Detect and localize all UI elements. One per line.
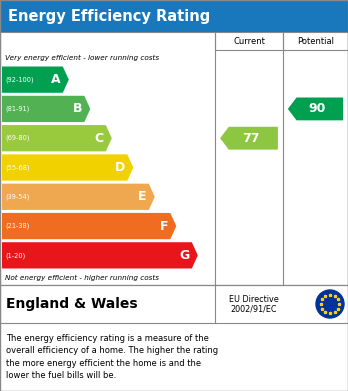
Text: B: B (73, 102, 82, 115)
Text: England & Wales: England & Wales (6, 297, 137, 311)
Text: (39-54): (39-54) (5, 194, 29, 200)
Text: G: G (180, 249, 190, 262)
Polygon shape (2, 242, 198, 269)
Polygon shape (2, 125, 112, 151)
Polygon shape (2, 66, 69, 93)
Text: EU Directive: EU Directive (229, 296, 279, 305)
Text: A: A (51, 73, 61, 86)
Bar (0, 0, 348, 32)
Text: (92-100): (92-100) (5, 76, 34, 83)
Polygon shape (2, 213, 176, 239)
Polygon shape (2, 184, 155, 210)
Text: Very energy efficient - lower running costs: Very energy efficient - lower running co… (5, 54, 159, 61)
Text: (81-91): (81-91) (5, 106, 29, 112)
Text: Energy Efficiency Rating: Energy Efficiency Rating (8, 9, 210, 23)
Text: F: F (160, 220, 168, 233)
Polygon shape (220, 127, 278, 150)
Text: E: E (138, 190, 147, 203)
Text: The energy efficiency rating is a measure of the
overall efficiency of a home. T: The energy efficiency rating is a measur… (6, 334, 218, 380)
Text: 90: 90 (309, 102, 326, 115)
Text: Potential: Potential (297, 36, 334, 45)
Text: (21-38): (21-38) (5, 223, 29, 229)
Text: 77: 77 (242, 132, 260, 145)
Text: (1-20): (1-20) (5, 252, 25, 258)
Polygon shape (288, 97, 343, 120)
Text: Not energy efficient - higher running costs: Not energy efficient - higher running co… (5, 274, 159, 281)
Circle shape (316, 290, 344, 318)
Text: (69-80): (69-80) (5, 135, 30, 142)
Polygon shape (2, 154, 133, 181)
Bar (0, 32, 348, 285)
Bar (0, 285, 348, 323)
Text: Current: Current (233, 36, 265, 45)
Text: (55-68): (55-68) (5, 164, 30, 171)
Text: C: C (95, 132, 104, 145)
Text: D: D (115, 161, 125, 174)
Text: 2002/91/EC: 2002/91/EC (231, 305, 277, 314)
Polygon shape (2, 96, 90, 122)
